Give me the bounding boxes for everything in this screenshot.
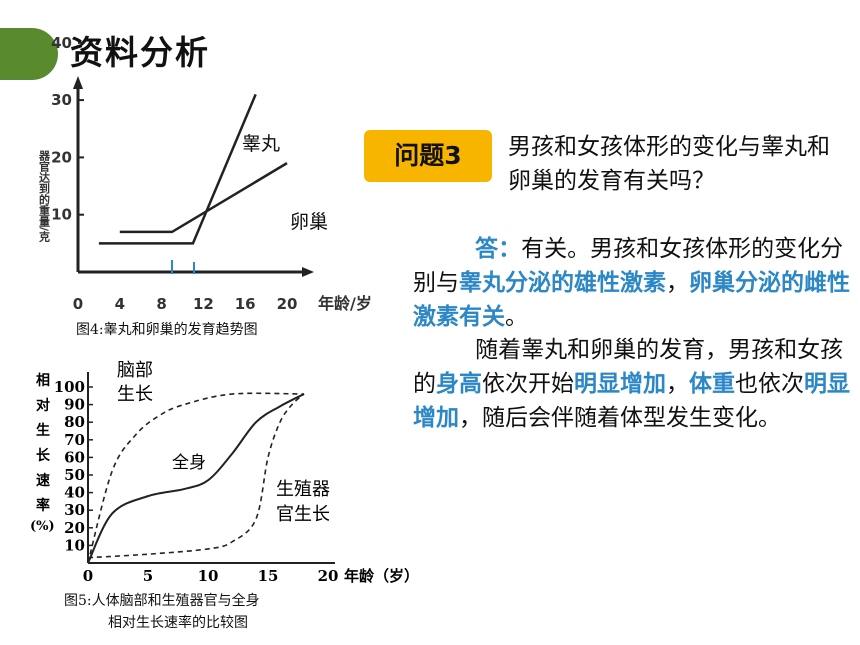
answer-paragraph-1: 答：有关。男孩和女孩体形的变化分别与睾丸分泌的雄性激素，卵巢分泌的雌性激素有关。 [413,232,851,334]
fig5-x-tick: 15 [258,567,279,585]
fig5-x-tick: 10 [198,567,219,585]
fig4-x-tick: 20 [277,295,298,313]
fig4-x-tick: 8 [156,295,166,313]
fig4-x-tick: 16 [235,295,256,313]
answer-text-run: 随着睾丸和卵巢的发育，男孩和女孩的 [413,337,844,397]
fig4-series-line-0 [98,93,257,245]
figure4-chart: 器官达到的重量/克 年龄/岁 0 4 8 12 16 20 10 20 30 40 睾丸 卵巢 [38,34,372,313]
fig5-x-tick: 5 [143,567,153,585]
fig5-y-label-3: 生 [36,422,50,439]
fig5-y-tick: 10 [64,536,85,554]
answer-text-run: 睾丸分泌的雄性激素 [459,269,666,296]
answer-text-run: 卵巢分泌的雌性激素有关 [413,269,850,330]
fig4-x-tick: 0 [73,295,83,313]
answer-text-run: 也依次 [735,371,804,397]
fig5-y-label-7: (%) [30,519,55,534]
fig4-x-tick: 12 [193,295,214,313]
body-label: 全身 [172,453,206,473]
fig5-y-tick: 90 [64,396,85,414]
fig5-x-tick: 20 [318,567,339,585]
fig5-x-label: 年龄（岁） [344,567,419,585]
repro-label-2: 官生长 [276,504,330,525]
answer-text-run: ， [666,371,689,397]
answer-paragraph-2: 随着睾丸和卵巢的发育，男孩和女孩的身高依次开始明显增加，体重也依次明显增加，随后… [413,334,851,435]
fig5-series-line-0 [87,392,305,564]
question-badge: 问题3 [364,130,492,182]
fig4-y-tick: 10 [51,206,72,224]
answer-text-run: 答： [475,235,522,262]
answer-text-run: 体重 [689,370,735,397]
fig5-y-tick: 80 [64,413,85,431]
fig5-y-tick: 40 [64,484,85,502]
fig5-y-tick: 60 [64,448,85,466]
ovary-label: 卵巢 [290,211,328,233]
fig5-y-label-2: 对 [36,397,50,414]
figure4-caption: 图4:睾丸和卵巢的发育趋势图 [76,322,258,338]
fig4-x-arrow [302,267,314,277]
answer-text-run: ， [666,270,689,296]
figure5-caption-line1: 图5:人体脑部和生殖器官与全身 [64,593,260,609]
fig5-x-tick: 0 [83,567,93,585]
figure5-chart: 相 对 生 长 速 率 (%) 年龄（岁） 0 5 10 15 201020304050… [30,360,419,585]
answer-text-run: 身高 [436,370,482,397]
fig5-y-tick: 100 [54,378,85,396]
fig5-y-label-4: 长 [36,447,51,464]
fig5-series-line-1 [87,393,305,564]
repro-label-1: 生殖器 [276,478,330,500]
fig4-x-tick: 4 [115,295,125,313]
fig4-y-tick: 30 [51,91,72,109]
fig5-y-label-1: 相 [36,372,50,389]
figure5-caption-line2: 相对生长速率的比较图 [108,615,248,631]
fig5-y-tick: 50 [64,466,85,484]
fig4-y-tick: 40 [51,34,72,52]
answer-text-run: 。 [505,304,528,330]
question-text: 男孩和女孩体形的变化与睾丸和卵巢的发育有关吗？ [508,134,830,194]
fig4-series-line-1 [119,162,288,234]
fig5-y-label-5: 速 [36,472,50,489]
brain-label-1: 脑部 [117,360,153,381]
brain-label-2: 生长 [117,384,153,405]
answer-text-run: 依次开始 [482,371,574,397]
answer-text-run: 明显增加 [574,370,666,397]
fig5-series-line-2 [87,393,305,559]
answer-text-run: 明显增加 [413,370,850,431]
fig4-y-arrow [73,76,83,89]
testis-label: 睾丸 [242,133,280,155]
answer-text-run: 有关。男孩和女孩体形的变化分别与 [413,236,844,296]
fig5-y-tick: 70 [64,431,85,449]
fig5-y-label-6: 率 [36,497,50,514]
fig4-x-label: 年龄/岁 [318,294,372,313]
section-marker [0,28,58,80]
page-title: 资料分析 [70,33,210,72]
fig5-y-tick: 30 [64,501,85,519]
fig4-y-tick: 20 [51,148,72,166]
fig4-y-label: 器官达到的重量/克 [38,150,52,243]
answer-text-run: ，随后会伴随着体型发生变化。 [459,405,781,431]
fig5-y-tick: 20 [64,519,85,537]
answer-block: 答：有关。男孩和女孩体形的变化分别与睾丸分泌的雄性激素，卵巢分泌的雌性激素有关。… [413,232,851,435]
